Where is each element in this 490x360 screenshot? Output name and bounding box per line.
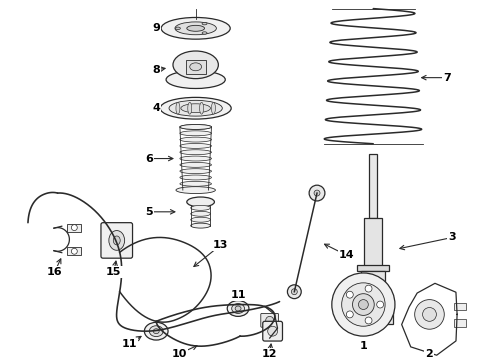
Text: 11: 11	[230, 290, 246, 300]
Ellipse shape	[176, 102, 180, 114]
Ellipse shape	[113, 236, 120, 245]
Text: 8: 8	[152, 65, 160, 75]
Ellipse shape	[180, 162, 212, 167]
Circle shape	[359, 302, 368, 311]
Ellipse shape	[199, 102, 203, 114]
Ellipse shape	[145, 322, 168, 340]
Ellipse shape	[180, 137, 212, 142]
FancyBboxPatch shape	[263, 321, 283, 341]
Text: 4: 4	[152, 103, 160, 113]
Circle shape	[72, 225, 77, 230]
Bar	[68, 247, 81, 255]
Ellipse shape	[227, 301, 249, 316]
Circle shape	[378, 302, 388, 311]
Ellipse shape	[191, 206, 211, 210]
Ellipse shape	[180, 125, 212, 130]
Text: 6: 6	[146, 153, 153, 163]
Circle shape	[365, 285, 372, 292]
Bar	[365, 218, 382, 267]
Text: 13: 13	[213, 240, 228, 250]
FancyBboxPatch shape	[186, 60, 205, 74]
FancyBboxPatch shape	[101, 223, 132, 258]
Text: 10: 10	[171, 349, 187, 359]
Circle shape	[378, 314, 388, 323]
Text: 5: 5	[146, 207, 153, 217]
Bar	[362, 271, 385, 299]
Ellipse shape	[180, 169, 212, 174]
Ellipse shape	[180, 150, 212, 155]
Ellipse shape	[181, 104, 211, 113]
Circle shape	[309, 185, 325, 201]
Text: 12: 12	[262, 349, 277, 359]
Bar	[369, 154, 377, 218]
Circle shape	[359, 300, 368, 310]
Ellipse shape	[191, 211, 211, 216]
Ellipse shape	[188, 102, 192, 114]
Ellipse shape	[180, 143, 212, 148]
Ellipse shape	[176, 186, 216, 194]
Circle shape	[292, 289, 297, 295]
Ellipse shape	[180, 175, 212, 180]
Text: 3: 3	[448, 233, 456, 243]
Ellipse shape	[187, 25, 204, 31]
Circle shape	[72, 248, 77, 254]
Ellipse shape	[202, 32, 207, 34]
Ellipse shape	[109, 230, 124, 250]
Circle shape	[346, 291, 353, 298]
Circle shape	[346, 311, 353, 318]
Bar	[358, 265, 389, 271]
Ellipse shape	[187, 197, 215, 207]
Ellipse shape	[202, 22, 207, 25]
Circle shape	[415, 300, 444, 329]
Ellipse shape	[235, 306, 241, 311]
Text: 7: 7	[443, 73, 451, 83]
Text: 16: 16	[47, 267, 62, 277]
Bar	[454, 302, 466, 310]
Ellipse shape	[180, 156, 212, 161]
Circle shape	[422, 307, 437, 321]
Text: 11: 11	[122, 339, 137, 349]
Bar	[353, 297, 393, 324]
Circle shape	[332, 273, 395, 336]
Ellipse shape	[173, 51, 219, 78]
Text: 2: 2	[426, 349, 433, 359]
Ellipse shape	[175, 27, 180, 30]
Circle shape	[266, 316, 273, 324]
Circle shape	[268, 326, 277, 336]
Circle shape	[352, 294, 374, 315]
Ellipse shape	[160, 97, 231, 119]
Bar	[68, 224, 81, 231]
Text: 1: 1	[360, 341, 368, 351]
FancyBboxPatch shape	[261, 314, 278, 327]
Ellipse shape	[212, 102, 216, 114]
Ellipse shape	[169, 100, 222, 116]
Text: 14: 14	[339, 250, 354, 260]
Ellipse shape	[166, 71, 225, 89]
Circle shape	[365, 317, 372, 324]
Ellipse shape	[190, 63, 201, 71]
Ellipse shape	[191, 223, 211, 228]
Circle shape	[377, 301, 384, 308]
Ellipse shape	[161, 18, 230, 39]
Circle shape	[359, 314, 368, 323]
Ellipse shape	[232, 303, 245, 314]
Ellipse shape	[149, 326, 163, 337]
Ellipse shape	[180, 131, 212, 136]
Circle shape	[342, 283, 385, 326]
Circle shape	[288, 285, 301, 299]
Ellipse shape	[180, 181, 212, 186]
Text: 9: 9	[152, 23, 160, 33]
Ellipse shape	[175, 22, 217, 35]
Circle shape	[314, 190, 320, 196]
Text: 15: 15	[106, 267, 122, 277]
Ellipse shape	[153, 329, 159, 334]
Bar	[454, 319, 466, 327]
Ellipse shape	[180, 125, 212, 130]
Ellipse shape	[191, 217, 211, 222]
